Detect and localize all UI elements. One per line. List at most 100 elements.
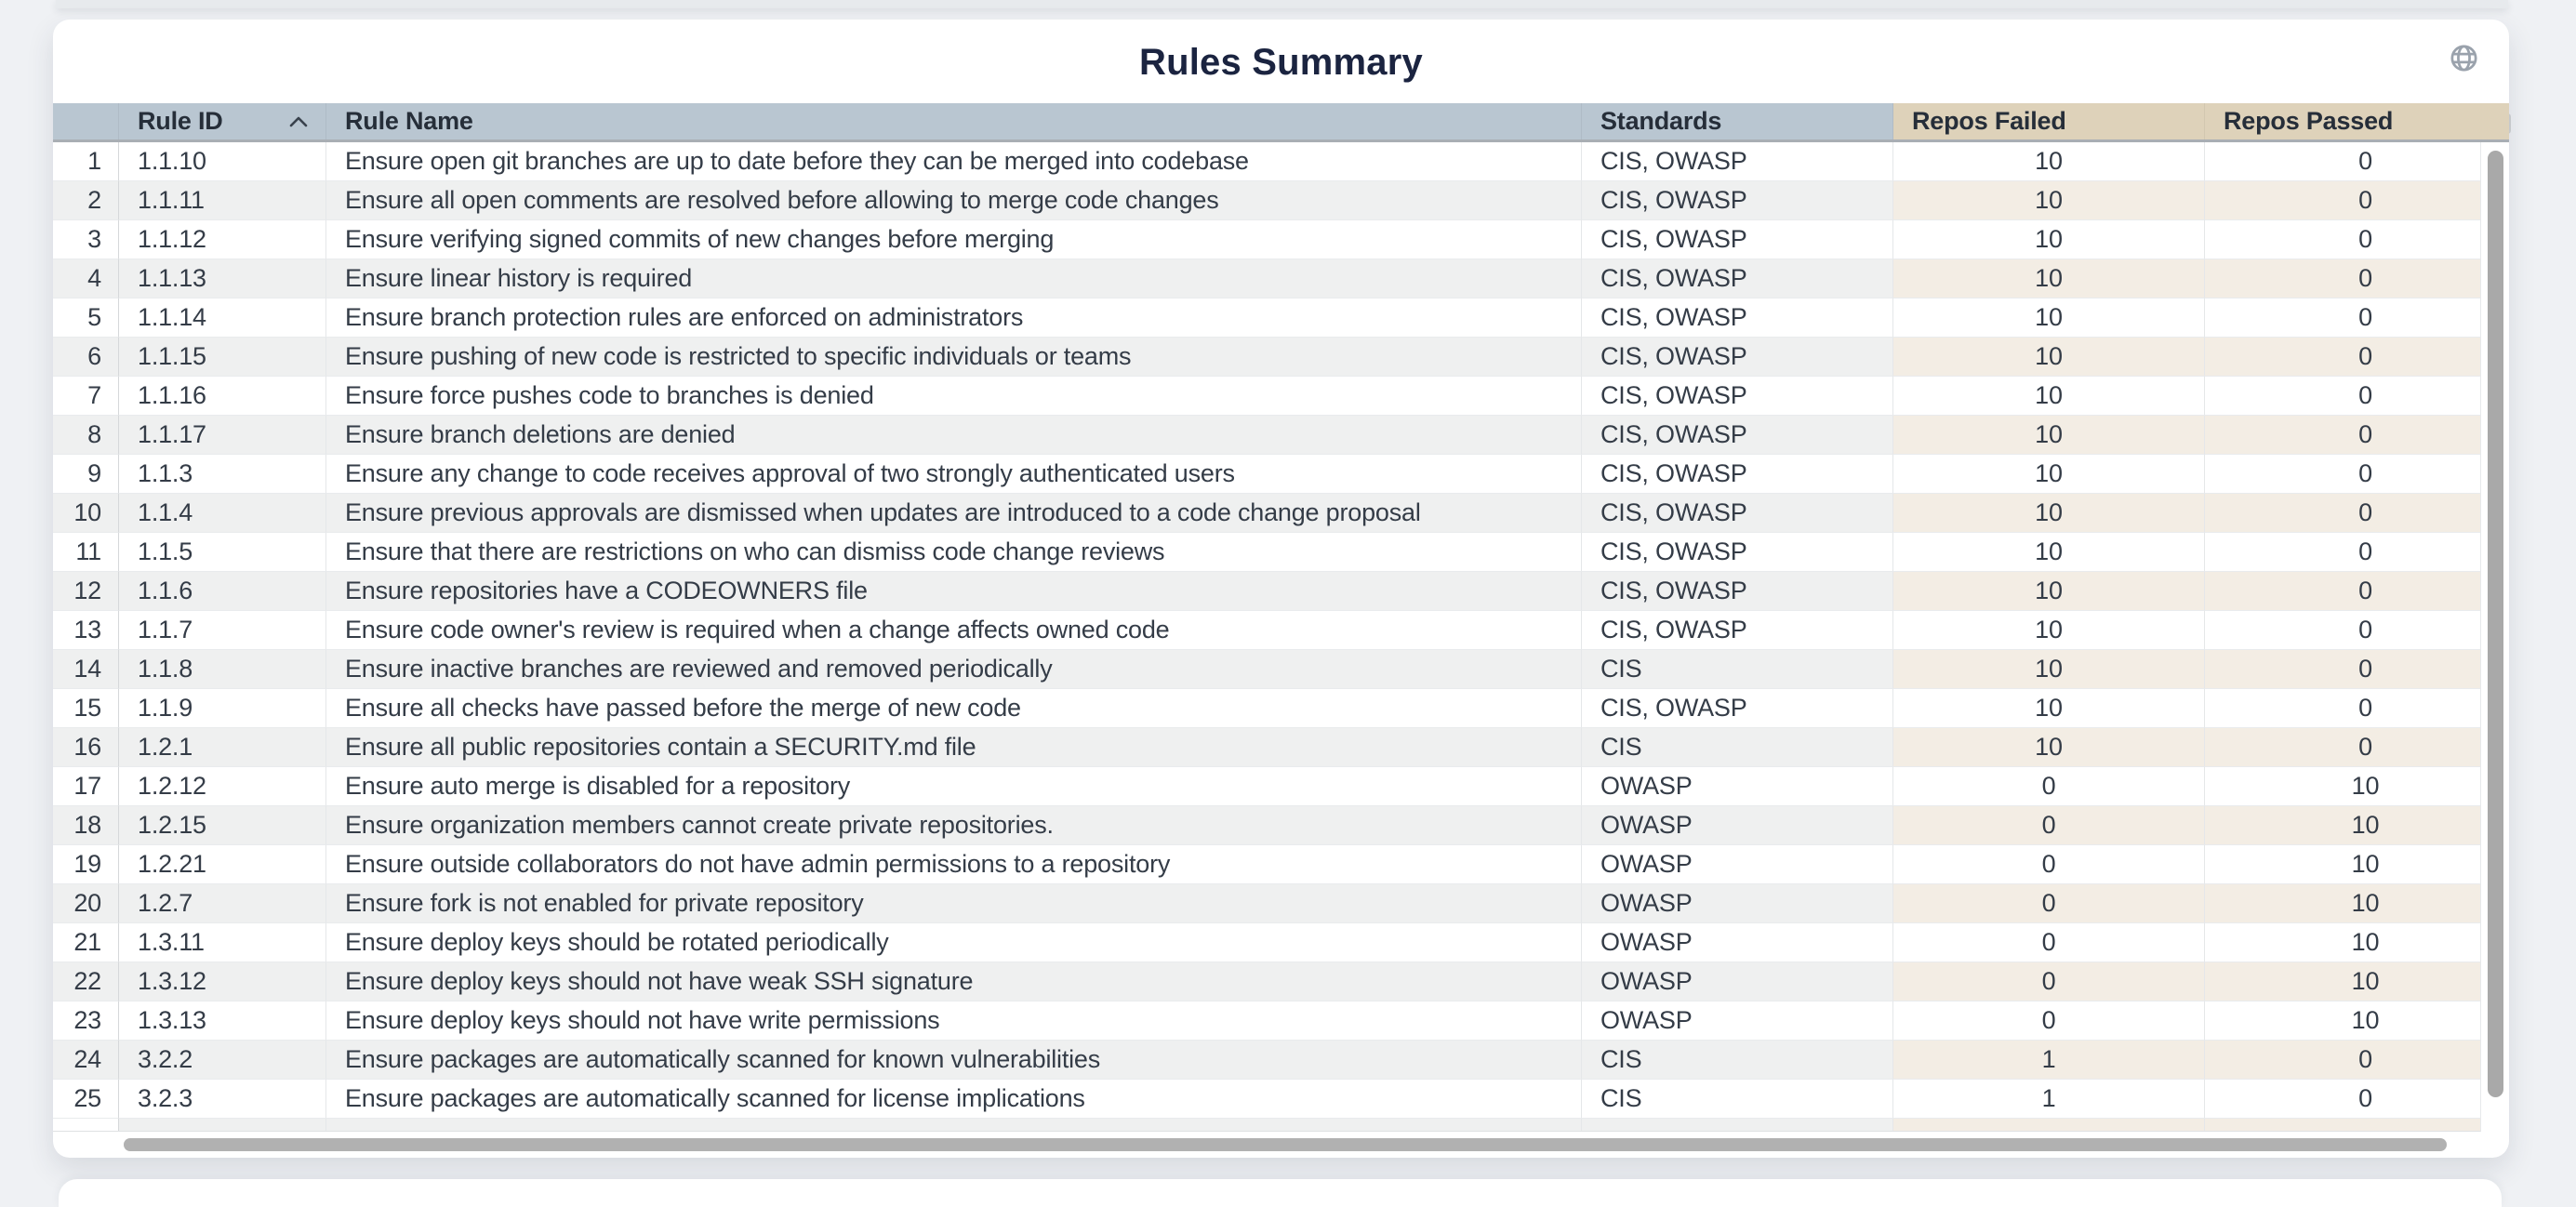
cell-repos-failed: 10 [1893, 142, 2205, 181]
table-row[interactable]: 2 1.1.11 Ensure all open comments are re… [53, 181, 2480, 220]
table-row[interactable]: 12 1.1.6 Ensure repositories have a CODE… [53, 572, 2480, 611]
cell-repos-failed: 10 [1893, 377, 2205, 416]
row-number: 4 [53, 259, 119, 298]
table-row[interactable]: 3 1.1.12 Ensure verifying signed commits… [53, 220, 2480, 259]
row-number: 21 [53, 923, 119, 962]
cell-repos-passed: 0 [2205, 611, 2480, 650]
header-repos-passed[interactable]: Repos Passed [2205, 103, 2509, 139]
cell-standards: CIS, OWASP [1582, 572, 1893, 611]
globe-icon[interactable] [2449, 43, 2479, 73]
cell-repos-failed: 10 [1893, 533, 2205, 572]
cell-repos-failed: 10 [1893, 494, 2205, 533]
sort-ascending-icon [289, 116, 308, 126]
cell-rule-name: Ensure pushing of new code is restricted… [326, 338, 1582, 377]
row-number: 25 [53, 1080, 119, 1119]
cell-standards: CIS, OWASP [1582, 416, 1893, 455]
cell-rule-id: 1.1.9 [119, 689, 326, 728]
table-row[interactable]: 23 1.3.13 Ensure deploy keys should not … [53, 1001, 2480, 1041]
header-standards-label: Standards [1600, 107, 1722, 135]
row-number: 24 [53, 1041, 119, 1080]
cell-repos-failed [1893, 1119, 2205, 1131]
table-row[interactable]: 8 1.1.17 Ensure branch deletions are den… [53, 416, 2480, 455]
cell-repos-passed: 0 [2205, 416, 2480, 455]
header-rule-id[interactable]: Rule ID [119, 103, 326, 139]
cell-standards: CIS [1582, 1080, 1893, 1119]
cell-rule-id: 1.1.14 [119, 298, 326, 338]
cell-rule-name: Ensure any change to code receives appro… [326, 455, 1582, 494]
cell-rule-name: Ensure deploy keys should not have weak … [326, 962, 1582, 1001]
table-row[interactable]: 21 1.3.11 Ensure deploy keys should be r… [53, 923, 2480, 962]
cell-rule-name [326, 1119, 1582, 1131]
table-row[interactable]: 10 1.1.4 Ensure previous approvals are d… [53, 494, 2480, 533]
row-number: 9 [53, 455, 119, 494]
cell-standards: CIS, OWASP [1582, 220, 1893, 259]
cell-rule-name: Ensure deploy keys should not have write… [326, 1001, 1582, 1041]
rules-summary-card: Rules Summary Rule ID Rule Name Standard… [53, 20, 2511, 1158]
cell-rule-id: 3.2.3 [119, 1080, 326, 1119]
cell-standards: CIS, OWASP [1582, 259, 1893, 298]
table-row[interactable]: 1 1.1.10 Ensure open git branches are up… [53, 142, 2480, 181]
row-number: 6 [53, 338, 119, 377]
cell-rule-name: Ensure outside collaborators do not have… [326, 845, 1582, 884]
table-row[interactable]: 14 1.1.8 Ensure inactive branches are re… [53, 650, 2480, 689]
row-number: 7 [53, 377, 119, 416]
table-row[interactable]: 9 1.1.3 Ensure any change to code receiv… [53, 455, 2480, 494]
header-repos-failed-label: Repos Failed [1912, 107, 2066, 135]
cell-repos-passed: 0 [2205, 338, 2480, 377]
cell-repos-passed: 10 [2205, 923, 2480, 962]
table-row[interactable]: 20 1.2.7 Ensure fork is not enabled for … [53, 884, 2480, 923]
table-row[interactable]: 6 1.1.15 Ensure pushing of new code is r… [53, 338, 2480, 377]
header-rule-name[interactable]: Rule Name [326, 103, 1582, 139]
row-number: 23 [53, 1001, 119, 1041]
cell-standards: CIS, OWASP [1582, 142, 1893, 181]
vertical-scrollbar-thumb[interactable] [2488, 151, 2503, 1097]
row-number [53, 1119, 119, 1131]
table-row[interactable]: 5 1.1.14 Ensure branch protection rules … [53, 298, 2480, 338]
cell-rule-name: Ensure all public repositories contain a… [326, 728, 1582, 767]
table-row[interactable]: 18 1.2.15 Ensure organization members ca… [53, 806, 2480, 845]
cell-repos-passed [2205, 1119, 2480, 1131]
cell-rule-id: 1.1.13 [119, 259, 326, 298]
table-row[interactable]: 11 1.1.5 Ensure that there are restricti… [53, 533, 2480, 572]
table-row[interactable]: 13 1.1.7 Ensure code owner's review is r… [53, 611, 2480, 650]
cell-repos-passed: 0 [2205, 1080, 2480, 1119]
row-number: 1 [53, 142, 119, 181]
cell-rule-name: Ensure code owner's review is required w… [326, 611, 1582, 650]
cell-rule-id: 1.1.12 [119, 220, 326, 259]
cell-rule-name: Ensure packages are automatically scanne… [326, 1041, 1582, 1080]
cell-repos-failed: 0 [1893, 806, 2205, 845]
table-row[interactable]: 19 1.2.21 Ensure outside collaborators d… [53, 845, 2480, 884]
header-rule-name-label: Rule Name [345, 107, 473, 135]
header-standards[interactable]: Standards [1582, 103, 1893, 139]
cell-standards: CIS, OWASP [1582, 533, 1893, 572]
horizontal-scrollbar-thumb[interactable] [124, 1138, 2447, 1151]
cell-rule-name: Ensure branch deletions are denied [326, 416, 1582, 455]
table-row[interactable]: 25 3.2.3 Ensure packages are automatical… [53, 1080, 2480, 1119]
cell-repos-passed: 0 [2205, 142, 2480, 181]
cell-rule-id: 1.1.10 [119, 142, 326, 181]
table-row[interactable]: 16 1.2.1 Ensure all public repositories … [53, 728, 2480, 767]
cell-repos-failed: 10 [1893, 416, 2205, 455]
table-row[interactable]: 17 1.2.12 Ensure auto merge is disabled … [53, 767, 2480, 806]
cell-repos-passed: 10 [2205, 845, 2480, 884]
table-row[interactable]: 7 1.1.16 Ensure force pushes code to bra… [53, 377, 2480, 416]
table-row[interactable]: 4 1.1.13 Ensure linear history is requir… [53, 259, 2480, 298]
cell-standards [1582, 1119, 1893, 1131]
cell-standards: CIS, OWASP [1582, 377, 1893, 416]
row-number: 2 [53, 181, 119, 220]
header-repos-failed[interactable]: Repos Failed [1893, 103, 2205, 139]
cell-rule-id: 1.2.21 [119, 845, 326, 884]
next-card-top-edge [59, 1179, 2502, 1207]
table-row[interactable]: 15 1.1.9 Ensure all checks have passed b… [53, 689, 2480, 728]
table-row[interactable]: 22 1.3.12 Ensure deploy keys should not … [53, 962, 2480, 1001]
cell-rule-name: Ensure all checks have passed before the… [326, 689, 1582, 728]
cell-repos-passed: 0 [2205, 1041, 2480, 1080]
row-number: 14 [53, 650, 119, 689]
table-row[interactable]: 24 3.2.2 Ensure packages are automatical… [53, 1041, 2480, 1080]
row-number: 15 [53, 689, 119, 728]
cell-repos-failed: 1 [1893, 1080, 2205, 1119]
header-row-number [53, 103, 119, 139]
cell-rule-name: Ensure all open comments are resolved be… [326, 181, 1582, 220]
cell-repos-passed: 0 [2205, 572, 2480, 611]
cell-repos-passed: 10 [2205, 1001, 2480, 1041]
